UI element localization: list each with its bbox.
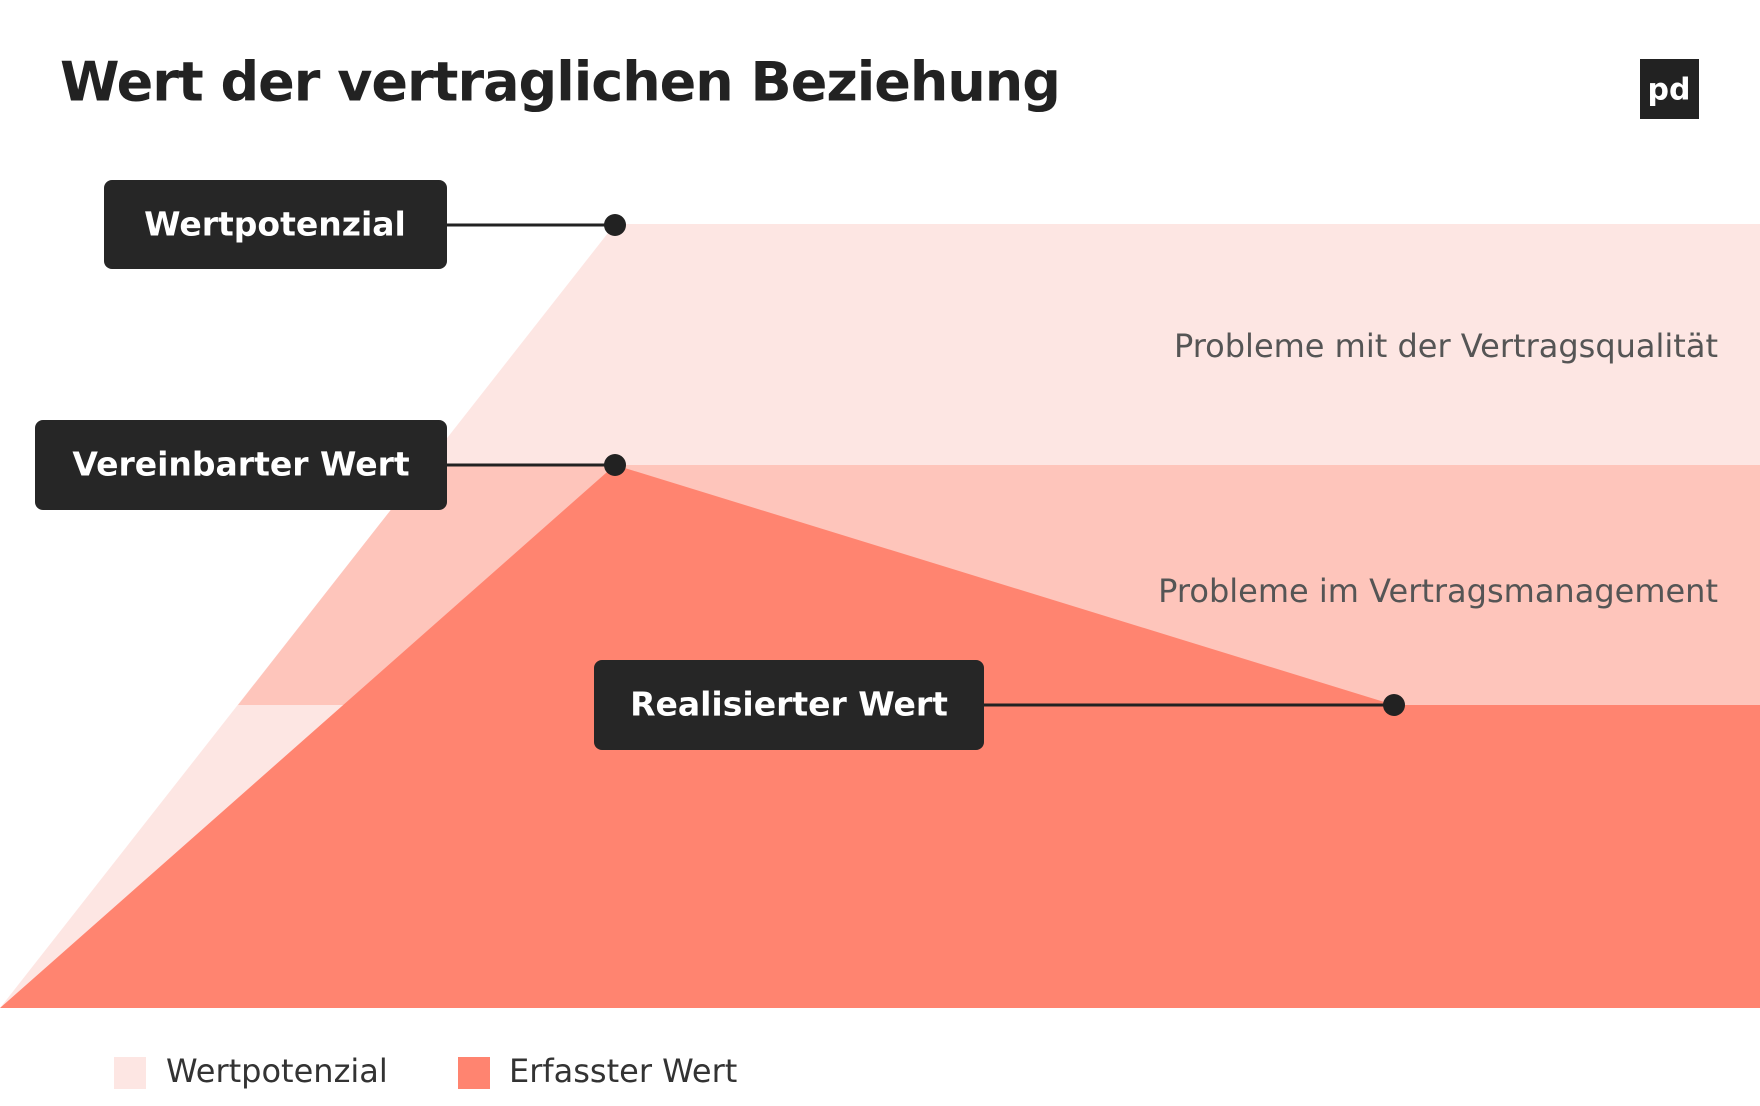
label-box [35, 420, 447, 510]
label: Wertpotenzial [144, 205, 406, 244]
logo: pd [1640, 59, 1699, 119]
dot [1383, 694, 1405, 716]
annotation: Probleme mit der Vertragsqualität [1174, 327, 1718, 365]
label: Vereinbarter Wert [72, 445, 410, 484]
connectors [447, 223, 1394, 707]
dot [604, 214, 626, 236]
logo-box [1640, 59, 1699, 119]
label-box [104, 180, 447, 269]
logo-text: pd [1648, 73, 1691, 108]
label: Realisierter Wert [630, 685, 948, 724]
legend-swatch [458, 1057, 490, 1089]
label-box [594, 660, 984, 750]
dot [604, 454, 626, 476]
annotation: Probleme im Vertragsmanagement [1158, 572, 1718, 610]
title: Wert der vertraglichen Beziehung [60, 51, 1060, 114]
legend-swatch [114, 1057, 146, 1089]
legend-label: Wertpotenzial [166, 1052, 388, 1090]
legend-label: Erfasster Wert [509, 1052, 737, 1090]
